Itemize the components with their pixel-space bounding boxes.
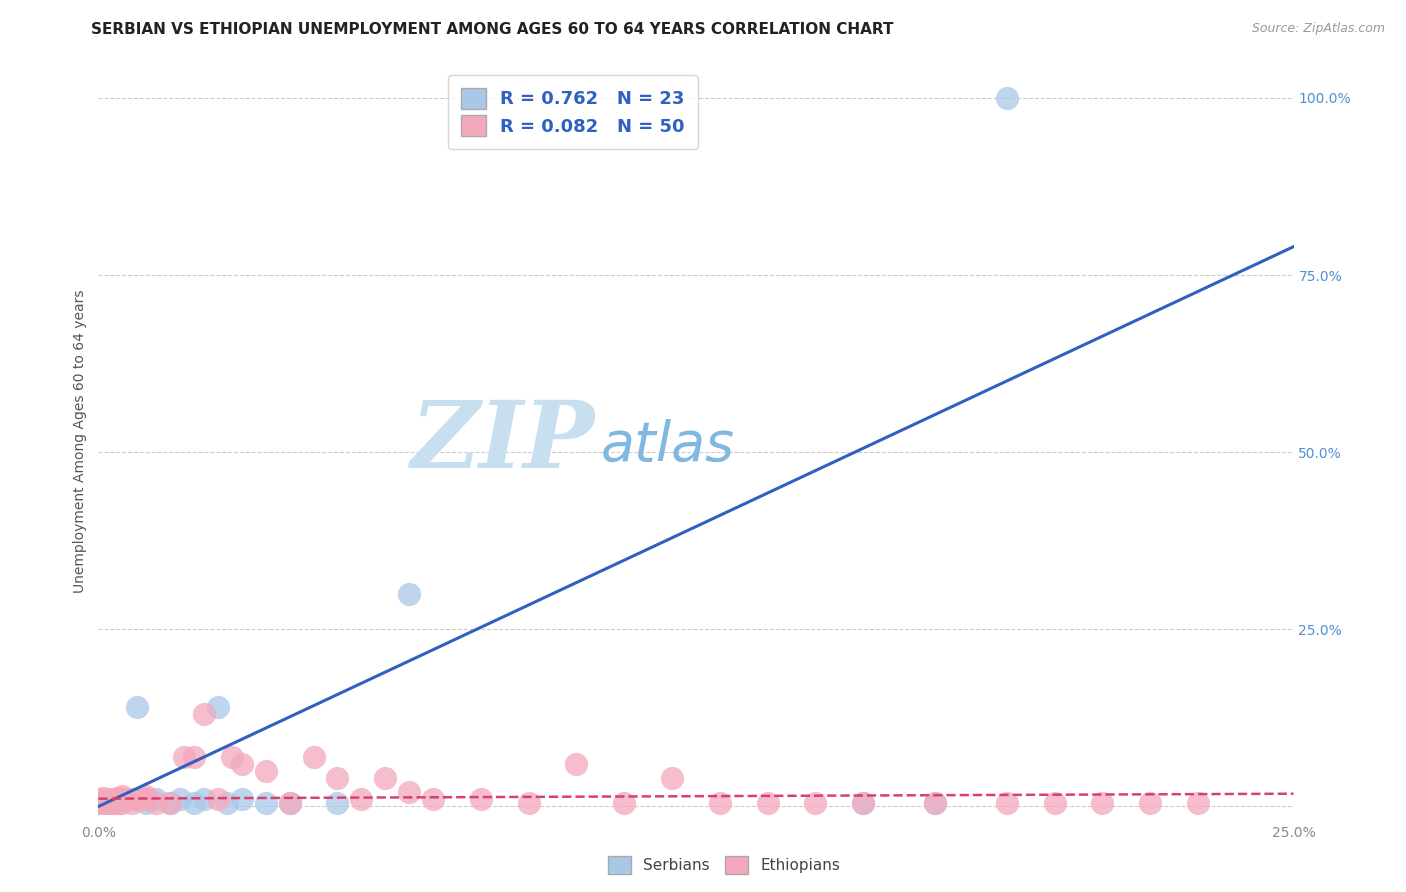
Point: [159, 796, 181, 810]
Point: [125, 700, 148, 714]
Point: [756, 796, 779, 810]
Point: [125, 792, 148, 806]
Point: [91, 796, 114, 810]
Point: [91, 791, 114, 805]
Legend: R = 0.762   N = 23, R = 0.082   N = 50: R = 0.762 N = 23, R = 0.082 N = 50: [449, 75, 697, 149]
Point: [111, 792, 134, 806]
Legend: Serbians, Ethiopians: Serbians, Ethiopians: [602, 850, 846, 880]
Point: [254, 764, 277, 778]
Point: [111, 789, 134, 803]
Point: [145, 796, 167, 810]
Point: [183, 750, 205, 764]
Point: [852, 796, 875, 810]
Point: [169, 792, 191, 806]
Point: [121, 792, 143, 806]
Point: [217, 796, 239, 810]
Text: SERBIAN VS ETHIOPIAN UNEMPLOYMENT AMONG AGES 60 TO 64 YEARS CORRELATION CHART: SERBIAN VS ETHIOPIAN UNEMPLOYMENT AMONG …: [91, 22, 894, 37]
Point: [254, 796, 277, 810]
Point: [101, 796, 124, 810]
Point: [470, 792, 492, 806]
Point: [398, 587, 420, 601]
Point: [97, 796, 120, 810]
Point: [207, 700, 229, 714]
Point: [1139, 796, 1161, 810]
Point: [709, 796, 731, 810]
Point: [193, 792, 215, 806]
Point: [145, 792, 167, 806]
Point: [231, 756, 253, 771]
Text: Source: ZipAtlas.com: Source: ZipAtlas.com: [1251, 22, 1385, 36]
Point: [302, 750, 325, 764]
Point: [278, 796, 301, 810]
Point: [135, 792, 157, 806]
Point: [278, 796, 301, 810]
Point: [135, 789, 157, 803]
Point: [135, 792, 157, 806]
Point: [1043, 796, 1066, 810]
Point: [97, 796, 120, 810]
Point: [517, 796, 540, 810]
Point: [422, 792, 444, 806]
Point: [115, 792, 138, 806]
Point: [131, 792, 153, 806]
Point: [374, 771, 396, 785]
Point: [1187, 796, 1209, 810]
Point: [924, 796, 946, 810]
Point: [1091, 796, 1114, 810]
Point: [193, 707, 215, 722]
Point: [326, 796, 349, 810]
Point: [661, 771, 683, 785]
Point: [565, 756, 588, 771]
Point: [326, 771, 349, 785]
Y-axis label: Unemployment Among Ages 60 to 64 years: Unemployment Among Ages 60 to 64 years: [73, 290, 87, 593]
Point: [101, 796, 124, 810]
Point: [107, 791, 129, 805]
Point: [135, 796, 157, 810]
Point: [111, 796, 134, 810]
Point: [173, 750, 195, 764]
Point: [111, 792, 134, 806]
Point: [183, 796, 205, 810]
Point: [613, 796, 636, 810]
Point: [804, 796, 827, 810]
Point: [87, 796, 110, 810]
Point: [121, 796, 143, 810]
Point: [107, 796, 129, 810]
Point: [398, 785, 420, 799]
Text: ZIP: ZIP: [411, 397, 595, 486]
Text: atlas: atlas: [600, 419, 734, 472]
Point: [995, 796, 1018, 810]
Point: [87, 796, 110, 810]
Point: [231, 792, 253, 806]
Point: [101, 792, 124, 806]
Point: [852, 796, 875, 810]
Point: [159, 796, 181, 810]
Point: [97, 792, 120, 806]
Point: [87, 792, 110, 806]
Point: [995, 91, 1018, 105]
Point: [207, 792, 229, 806]
Point: [221, 750, 243, 764]
Point: [924, 796, 946, 810]
Point: [350, 792, 373, 806]
